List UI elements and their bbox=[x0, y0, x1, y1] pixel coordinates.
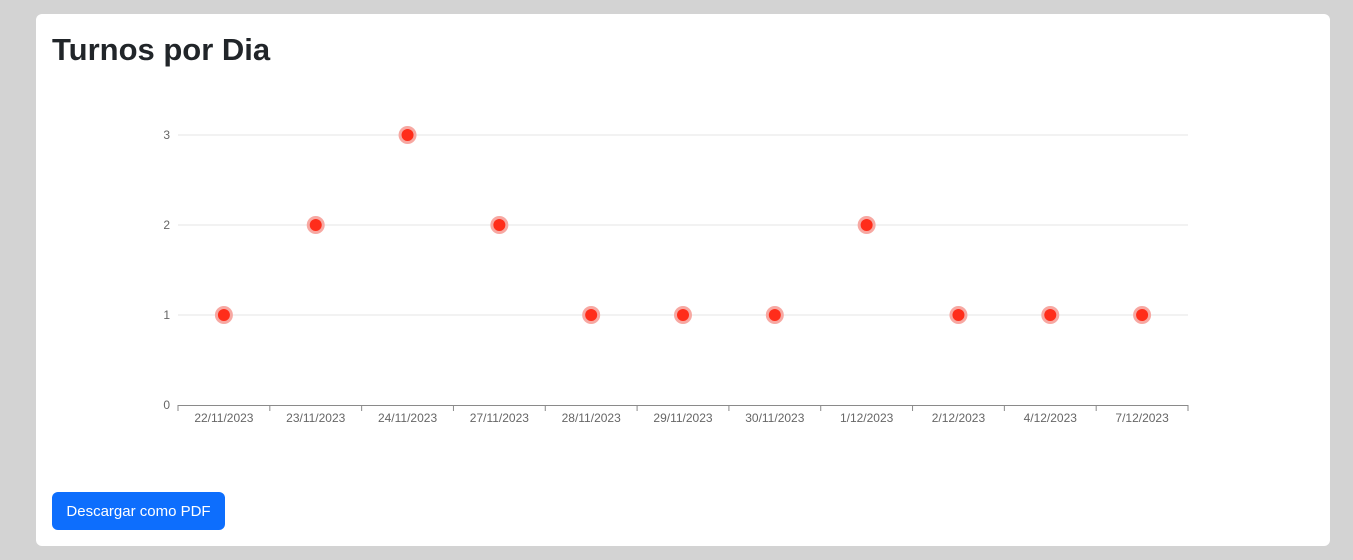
data-points bbox=[214, 126, 1152, 324]
axes bbox=[177, 405, 1189, 411]
data-point[interactable] bbox=[1133, 306, 1152, 324]
chart-card: Turnos por Dia 0 1 2 3 22/11/2023 23/11/2023… bbox=[36, 14, 1330, 546]
data-point[interactable] bbox=[398, 126, 417, 144]
data-point[interactable] bbox=[674, 306, 692, 324]
grid-lines bbox=[178, 134, 1188, 316]
x-tick-label: 29/11/2023 bbox=[653, 411, 712, 425]
x-tick-label: 7/12/2023 bbox=[1115, 411, 1169, 425]
x-tick-label: 24/11/2023 bbox=[378, 411, 437, 425]
x-tick-label: 23/11/2023 bbox=[286, 411, 345, 425]
x-tick-label: 30/11/2023 bbox=[745, 411, 804, 425]
x-tick-label: 2/12/2023 bbox=[932, 411, 986, 425]
chart-area: 0 1 2 3 22/11/2023 23/11/2023 24/11/2023 27/11… bbox=[36, 14, 1330, 464]
data-point[interactable] bbox=[582, 306, 601, 324]
x-tick-label: 22/11/2023 bbox=[194, 411, 253, 425]
y-tick-label: 3 bbox=[163, 128, 170, 142]
data-point[interactable] bbox=[857, 216, 876, 234]
y-tick-label: 2 bbox=[163, 218, 170, 232]
x-tick-label: 27/11/2023 bbox=[470, 411, 529, 425]
data-point[interactable] bbox=[490, 216, 509, 234]
x-tick-label: 4/12/2023 bbox=[1024, 411, 1078, 425]
data-point[interactable] bbox=[214, 306, 233, 324]
y-tick-label: 1 bbox=[163, 308, 170, 322]
x-tick-label: 28/11/2023 bbox=[562, 411, 621, 425]
page-title: Turnos por Dia bbox=[52, 32, 271, 67]
data-point[interactable] bbox=[765, 306, 784, 324]
data-point[interactable] bbox=[1041, 306, 1060, 324]
x-tick-labels: 22/11/2023 23/11/2023 24/11/2023 27/11/2023… bbox=[194, 411, 1169, 425]
y-tick-labels: 0 1 2 3 bbox=[163, 128, 170, 412]
data-point[interactable] bbox=[949, 306, 968, 324]
turnos-scatter-chart: 0 1 2 3 22/11/2023 23/11/2023 24/11/2023 27/11… bbox=[163, 126, 1189, 425]
download-pdf-button[interactable]: Descargar como PDF bbox=[52, 492, 225, 530]
x-tick-label: 1/12/2023 bbox=[840, 411, 894, 425]
y-tick-label: 0 bbox=[163, 398, 170, 412]
data-point[interactable] bbox=[306, 216, 325, 234]
